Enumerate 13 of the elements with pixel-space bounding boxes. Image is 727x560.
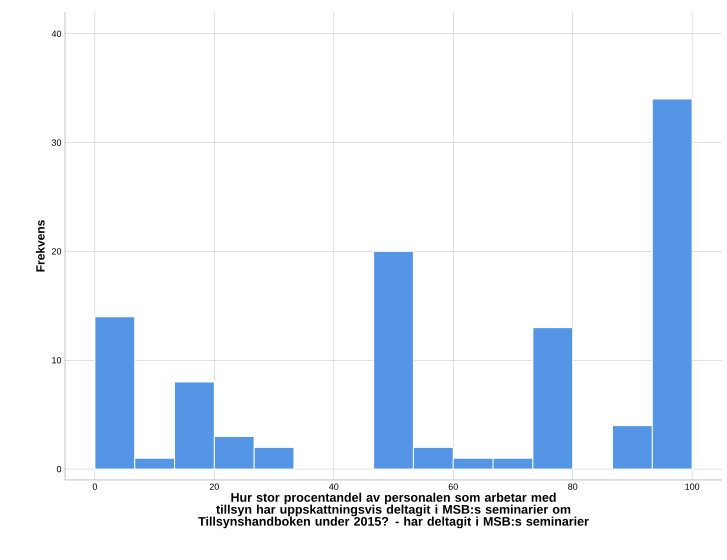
x-tick-label: 80 [568, 484, 578, 490]
x-tick-label: 40 [328, 484, 338, 490]
x-tick-label: 100 [685, 484, 700, 490]
x-tick-label: 0 [92, 484, 98, 490]
y-tick-label: 40 [52, 30, 62, 37]
y-axis-title: Frekvens [36, 220, 45, 272]
x-tick-label: 20 [210, 484, 219, 490]
x-tick-label: 60 [448, 484, 458, 490]
y-tick-label: 20 [52, 248, 62, 255]
y-tick-label: 10 [52, 357, 62, 364]
y-tick-label: 30 [52, 139, 62, 146]
x-axis-title: Hur stor procentandel av personalen som arbetar med tillsyn har uppskattningsvis deltagit i MSB:s seminarier om Tillsynshandboken under 2015? - har deltagit i MSB:s seminarier [198, 492, 589, 528]
y-tick-label: 0 [56, 466, 62, 472]
